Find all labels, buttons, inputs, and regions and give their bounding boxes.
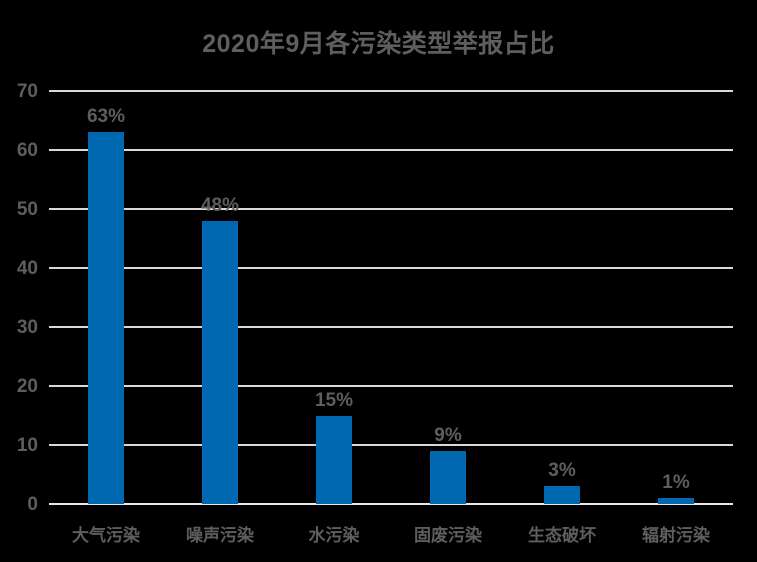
bar-value-label: 3% [548, 460, 576, 482]
x-category-label: 辐射污染 [642, 526, 710, 545]
y-tick-label: 70 [16, 80, 38, 102]
bar-value-label: 1% [662, 472, 690, 494]
x-category-label: 生态破坏 [528, 526, 596, 545]
bar-大气污染 [88, 132, 124, 504]
x-category-label: 大气污染 [72, 526, 140, 545]
bar-value-label: 9% [434, 424, 462, 446]
gridline [49, 326, 733, 328]
bar-辐射污染 [658, 498, 694, 504]
bar-value-label: 15% [314, 389, 354, 411]
y-tick-label: 10 [16, 434, 38, 456]
gridline [49, 208, 733, 210]
y-tick-label: 40 [16, 257, 38, 279]
y-tick-label: 20 [16, 375, 38, 397]
y-tick-label: 0 [27, 493, 38, 515]
gridline [49, 444, 733, 446]
gridline [49, 385, 733, 387]
y-tick-label: 60 [16, 139, 38, 161]
bar-value-label: 63% [86, 106, 126, 128]
x-category-label: 噪声污染 [186, 526, 254, 545]
gridline [49, 267, 733, 269]
plot-area: 63% 48% 15% 9% 3% 1% [49, 90, 733, 505]
bar-生态破坏 [544, 486, 580, 504]
x-category-label: 固废污染 [414, 526, 482, 545]
bar-噪声污染 [202, 220, 238, 504]
bar-固废污染 [430, 450, 466, 504]
x-axis-line [49, 503, 733, 505]
bar-水污染 [316, 415, 352, 504]
y-tick-label: 50 [16, 198, 38, 220]
chart-title: 2020年9月各污染类型举报占比 [202, 30, 555, 58]
gridline [49, 90, 733, 92]
bar-value-label: 48% [200, 194, 240, 216]
gridline [49, 149, 733, 151]
y-tick-label: 30 [16, 316, 38, 338]
x-category-label: 水污染 [308, 526, 360, 545]
